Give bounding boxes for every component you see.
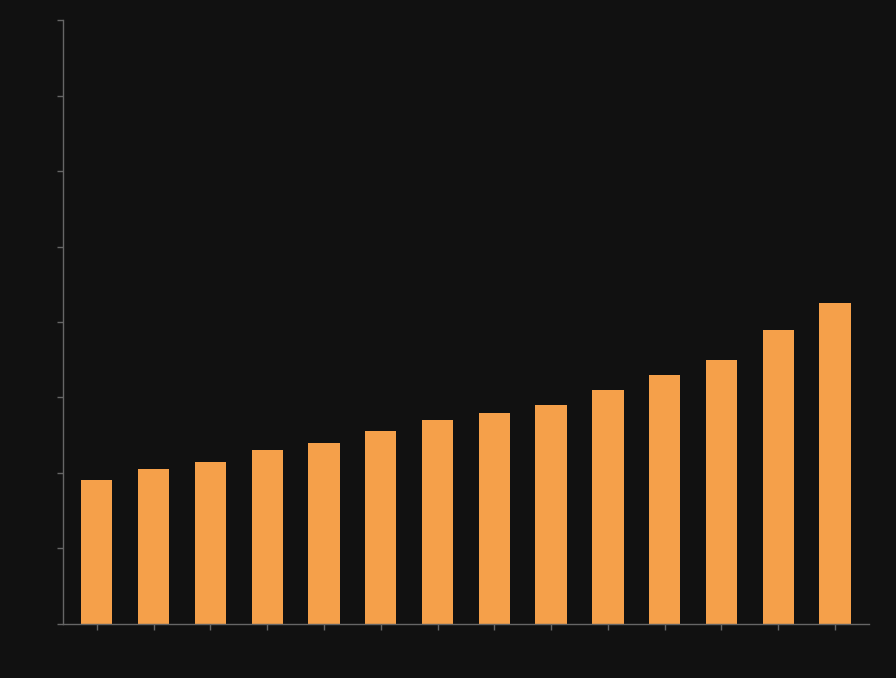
Bar xyxy=(366,431,396,624)
Bar xyxy=(308,443,340,624)
Bar xyxy=(82,481,112,624)
Bar xyxy=(536,405,567,624)
Bar xyxy=(762,330,794,624)
Bar xyxy=(820,303,850,624)
Bar xyxy=(252,450,283,624)
Bar xyxy=(592,390,624,624)
Bar xyxy=(138,469,169,624)
Bar xyxy=(706,360,737,624)
Bar xyxy=(422,420,453,624)
Bar xyxy=(649,375,680,624)
Bar xyxy=(194,462,226,624)
Bar xyxy=(478,412,510,624)
